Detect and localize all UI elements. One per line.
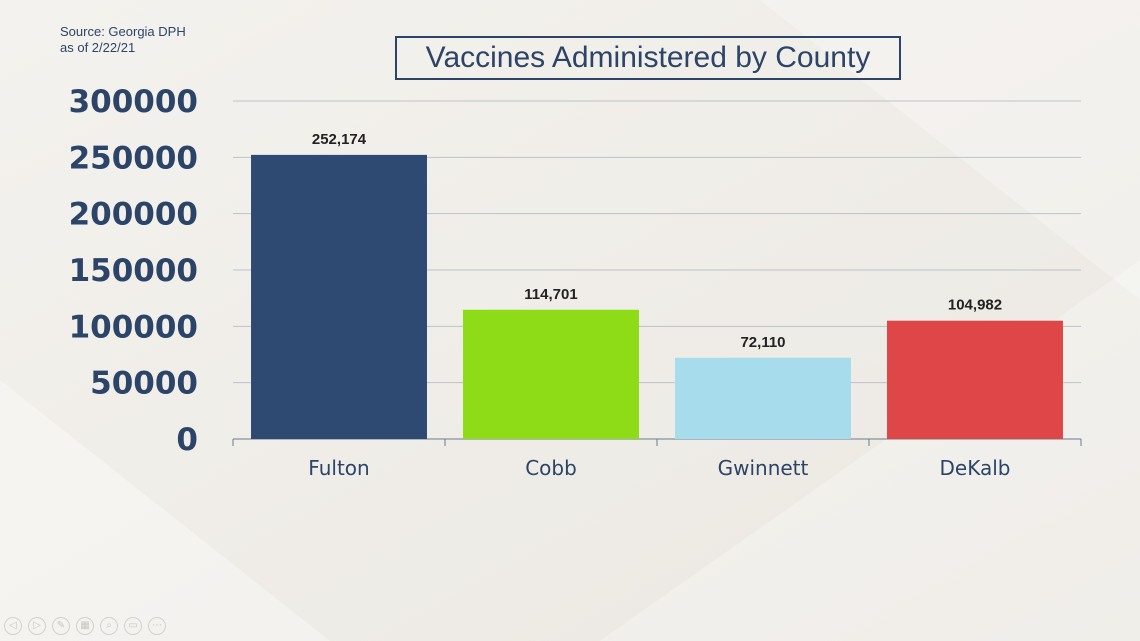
- x-tick-label: Gwinnett: [718, 456, 809, 480]
- data-label: 104,982: [948, 297, 1002, 314]
- source-note: Source: Georgia DPH as of 2/22/21: [60, 24, 186, 56]
- chart-title: Vaccines Administered by County: [395, 36, 901, 80]
- y-tick-label: 50000: [90, 366, 198, 402]
- slide-controls: ◁ ▷ ✎ ▦ ⌕ ▭ ⋯: [4, 617, 166, 635]
- y-tick-label: 150000: [69, 253, 198, 289]
- x-tick-label: DeKalb: [940, 456, 1011, 480]
- slides-icon[interactable]: ▦: [76, 617, 94, 635]
- source-line: Source: Georgia DPH: [60, 24, 186, 39]
- x-tick-label: Fulton: [308, 456, 369, 480]
- data-label: 252,174: [312, 131, 367, 148]
- x-tick-label: Cobb: [525, 456, 577, 480]
- pen-icon[interactable]: ✎: [52, 617, 70, 635]
- y-tick-label: 250000: [69, 140, 198, 176]
- date-line: as of 2/22/21: [60, 40, 136, 55]
- bar-cobb: [463, 309, 639, 439]
- next-icon[interactable]: ▷: [28, 617, 46, 635]
- bar-fulton: [251, 154, 427, 439]
- prev-icon[interactable]: ◁: [4, 617, 22, 635]
- y-tick-label: 200000: [69, 197, 198, 233]
- zoom-icon[interactable]: ⌕: [100, 617, 118, 635]
- y-tick-label: 100000: [69, 309, 198, 345]
- more-icon[interactable]: ⋯: [148, 617, 166, 635]
- y-tick-label: 300000: [69, 84, 198, 120]
- bar-dekalb: [887, 320, 1063, 439]
- subtitle-icon[interactable]: ▭: [124, 617, 142, 635]
- data-label: 72,110: [740, 334, 785, 351]
- y-tick-label: 0: [176, 422, 198, 458]
- data-label: 114,701: [524, 286, 577, 303]
- bar-gwinnett: [675, 357, 851, 439]
